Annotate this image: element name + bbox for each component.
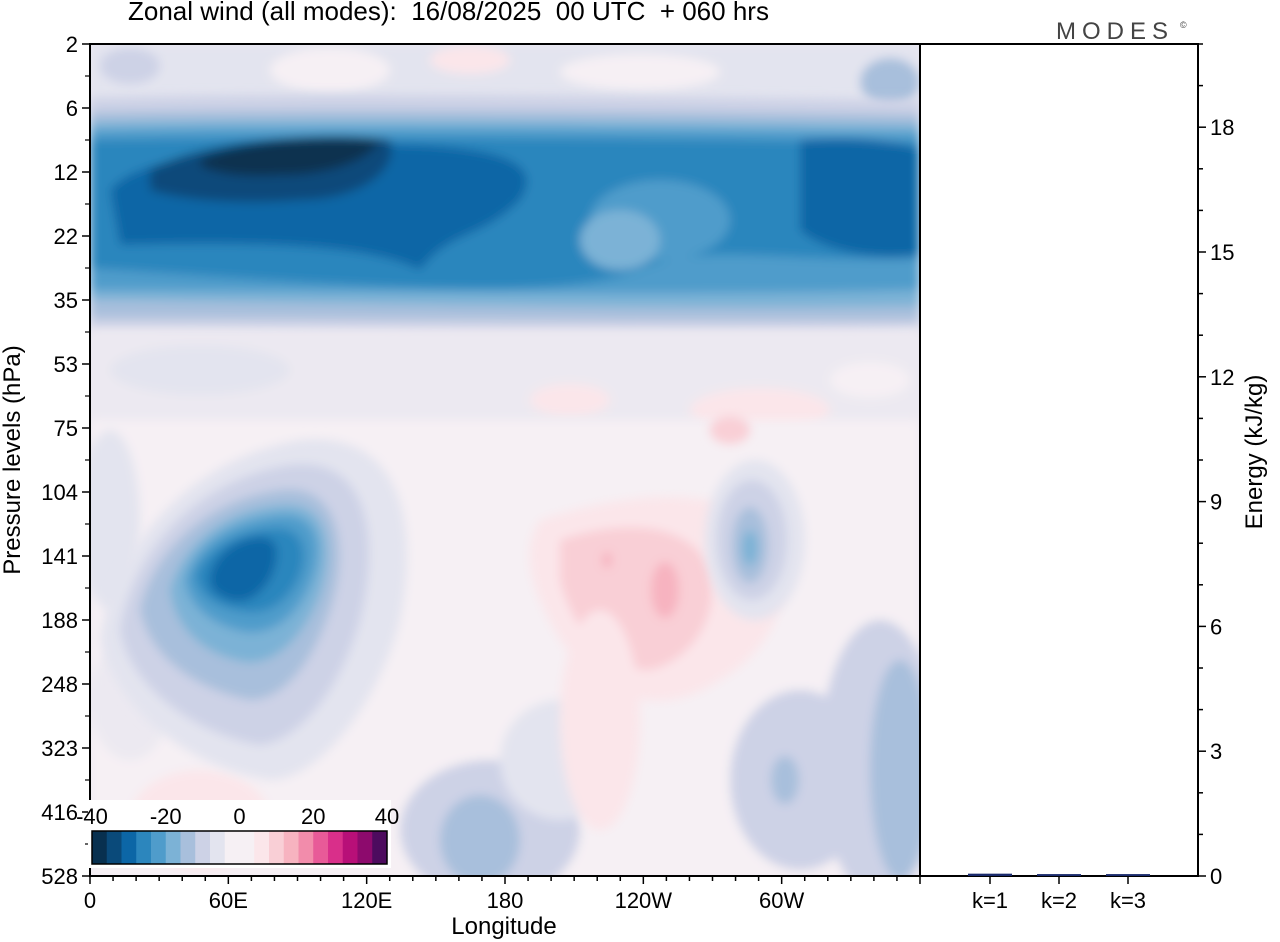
energy-bar (1037, 874, 1081, 876)
colorbar-swatch (342, 831, 358, 864)
y-tick-label: 53 (54, 352, 78, 377)
y-tick-label: 12 (54, 160, 78, 185)
stratospheric-jet (90, 94, 920, 333)
energy-category-label: k=2 (1041, 888, 1077, 913)
y-tick-label: 416 (41, 800, 78, 825)
colorbar-tick-label: 40 (375, 804, 399, 829)
y-tick-label: 528 (41, 864, 78, 889)
modes-logo: MODES (1056, 18, 1175, 45)
easterly-pocket (705, 460, 805, 620)
y-tick-label: 2 (66, 32, 78, 57)
energy-panel-frame (919, 43, 1199, 877)
colorbar-tick-label: 0 (233, 804, 245, 829)
energy-tick-label: 6 (1210, 614, 1222, 639)
colorbar-swatch (106, 831, 122, 864)
colorbar-swatch (254, 831, 270, 864)
y-axis-label: Pressure levels (hPa) (0, 345, 26, 574)
colorbar-swatch (357, 831, 373, 864)
copyright-mark: © (1180, 20, 1187, 30)
colorbar-tick-label: -40 (76, 804, 108, 829)
axes-layer: 0 60E 120E 180 120W 60W2612223553751041411882… (41, 32, 1234, 913)
x-tick-label: 180 (487, 888, 524, 913)
colorbar-swatch (372, 831, 388, 864)
colorbar-tick-label: 20 (301, 804, 325, 829)
tropical-easterly-jet (100, 439, 407, 780)
energy-tick-label: 12 (1210, 365, 1234, 390)
colorbar-swatch (328, 831, 344, 864)
energy-category-label: k=3 (1110, 888, 1146, 913)
energy-tick-label: 3 (1210, 739, 1222, 764)
colorbar-swatch (210, 831, 226, 864)
y-tick-label: 104 (41, 480, 78, 505)
colorbar-swatch (239, 831, 255, 864)
colorbar-tick-label: -20 (150, 804, 182, 829)
x-tick-label: 120E (341, 888, 392, 913)
y-tick-label: 22 (54, 224, 78, 249)
colorbar-swatch (283, 831, 299, 864)
energy-category-label: k=1 (972, 888, 1008, 913)
chart-title: Zonal wind (all modes): 16/08/2025 00 UT… (128, 0, 769, 26)
colorbar-swatch (313, 831, 329, 864)
colorbar-swatch (195, 831, 211, 864)
x-tick-label: 60W (759, 888, 804, 913)
colorbar-swatch (165, 831, 181, 864)
x-axis-label: Longitude (451, 913, 556, 940)
y-tick-label: 35 (54, 288, 78, 313)
energy-axis-label: Energy (kJ/kg) (1241, 375, 1268, 530)
x-tick-label: 0 (84, 888, 96, 913)
colorbar: -40 -20 0 20 40 (76, 800, 399, 868)
colorbar-swatch (269, 831, 285, 864)
energy-tick-label: 0 (1210, 864, 1222, 889)
x-tick-label: 60E (209, 888, 248, 913)
y-tick-label: 75 (54, 416, 78, 441)
y-tick-label: 248 (41, 672, 78, 697)
x-tick-label: 120W (615, 888, 673, 913)
colorbar-swatch (298, 831, 314, 864)
colorbar-frame (91, 830, 388, 865)
colorbar-swatch (151, 831, 167, 864)
energy-tick-label: 9 (1210, 490, 1222, 515)
y-tick-label: 323 (41, 736, 78, 761)
y-tick-label: 141 (41, 544, 78, 569)
energy-tick-label: 18 (1210, 115, 1234, 140)
energy-bars: k=1 k=2 k=3 (968, 873, 1150, 913)
colorbar-swatch (180, 831, 196, 864)
y-tick-label: 6 (66, 96, 78, 121)
energy-bar (1106, 874, 1150, 876)
colorbar-swatch (136, 831, 152, 864)
colorbar-swatch (224, 831, 240, 864)
colorbar-swatch (121, 831, 137, 864)
energy-bar (968, 873, 1012, 876)
colorbar-swatch (92, 831, 108, 864)
y-tick-label: 188 (41, 608, 78, 633)
zonal-wind-heatmap (90, 44, 920, 876)
transition-band (90, 330, 920, 432)
energy-tick-label: 15 (1210, 240, 1234, 265)
